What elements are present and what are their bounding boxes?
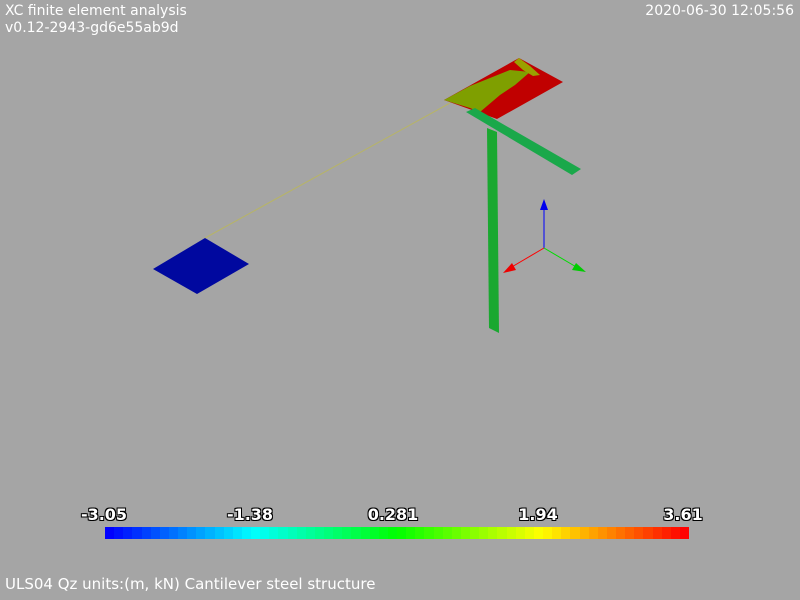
colorbar-step (123, 527, 133, 539)
colorbar-step (168, 527, 178, 539)
colorbar-step (597, 527, 607, 539)
vertical-column (487, 128, 499, 333)
colorbar (105, 527, 689, 539)
top-plate-olive (444, 70, 530, 112)
colorbar-step (652, 527, 662, 539)
colorbar-step (524, 527, 534, 539)
z-axis-arrow-icon (540, 199, 548, 210)
colorbar-step (543, 527, 553, 539)
colorbar-step (278, 527, 288, 539)
colorbar-step (260, 527, 270, 539)
colorbar-step (141, 527, 151, 539)
legend-tick-2: 0.281 (367, 505, 419, 524)
colorbar-step (460, 527, 470, 539)
colorbar-step (314, 527, 324, 539)
colorbar-step (488, 527, 498, 539)
colorbar-step (643, 527, 653, 539)
legend-tick-1: -1.38 (226, 505, 274, 524)
colorbar-step (342, 527, 352, 539)
colorbar-step (269, 527, 279, 539)
colorbar-step (159, 527, 169, 539)
axes-gizmo (503, 199, 586, 273)
colorbar-step (132, 527, 142, 539)
colorbar-step (369, 527, 379, 539)
top-plate-olive-2 (514, 58, 540, 76)
colorbar-step (625, 527, 635, 539)
colorbar-step (241, 527, 251, 539)
colorbar-step (424, 527, 434, 539)
colorbar-step (606, 527, 616, 539)
x-axis-arrow-icon (503, 263, 516, 273)
colorbar-step (397, 527, 407, 539)
colorbar-step (579, 527, 589, 539)
colorbar-step (114, 527, 124, 539)
app-version: v0.12-2943-gd6e55ab9d (5, 20, 179, 36)
colorbar-step (442, 527, 452, 539)
colorbar-step (433, 527, 443, 539)
colorbar-step (533, 527, 543, 539)
colorbar-step (178, 527, 188, 539)
legend-tick-3: 1.94 (518, 505, 558, 524)
app-title: XC finite element analysis (5, 3, 187, 19)
y-axis-arrow-icon (572, 263, 586, 272)
colorbar-step (333, 527, 343, 539)
colorbar-step (360, 527, 370, 539)
colorbar-step (670, 527, 680, 539)
colorbar-step (497, 527, 507, 539)
colorbar-step (287, 527, 297, 539)
colorbar-step (479, 527, 489, 539)
colorbar-step (470, 527, 480, 539)
colorbar-step (296, 527, 306, 539)
colorbar-step (187, 527, 197, 539)
colorbar-step (634, 527, 644, 539)
colorbar-step (232, 527, 242, 539)
colorbar-step (324, 527, 334, 539)
colorbar-step (378, 527, 388, 539)
colorbar-step (105, 527, 115, 539)
colorbar-step (351, 527, 361, 539)
legend-tick-0: -3.05 (80, 505, 128, 524)
horizontal-member (466, 108, 581, 175)
colorbar-step (451, 527, 461, 539)
colorbar-step (415, 527, 425, 539)
legend-tick-4: 3.61 (663, 505, 703, 524)
colorbar-step (552, 527, 562, 539)
colorbar-step (223, 527, 233, 539)
blue-slab (153, 238, 249, 294)
colorbar-step (616, 527, 626, 539)
colorbar-step (205, 527, 215, 539)
colorbar-step (661, 527, 671, 539)
colorbar-step (588, 527, 598, 539)
colorbar-step (214, 527, 224, 539)
colorbar-step (570, 527, 580, 539)
caption: ULS04 Qz units:(m, kN) Cantilever steel … (5, 575, 376, 593)
connecting-beam (204, 102, 451, 239)
colorbar-step (150, 527, 160, 539)
colorbar-step (387, 527, 397, 539)
colorbar-step (196, 527, 206, 539)
colorbar-step (251, 527, 261, 539)
colorbar-step (406, 527, 416, 539)
timestamp: 2020-06-30 12:05:56 (645, 3, 794, 19)
colorbar-step (506, 527, 516, 539)
colorbar-step (305, 527, 315, 539)
colorbar-step (679, 527, 689, 539)
colorbar-step (561, 527, 571, 539)
colorbar-step (515, 527, 525, 539)
